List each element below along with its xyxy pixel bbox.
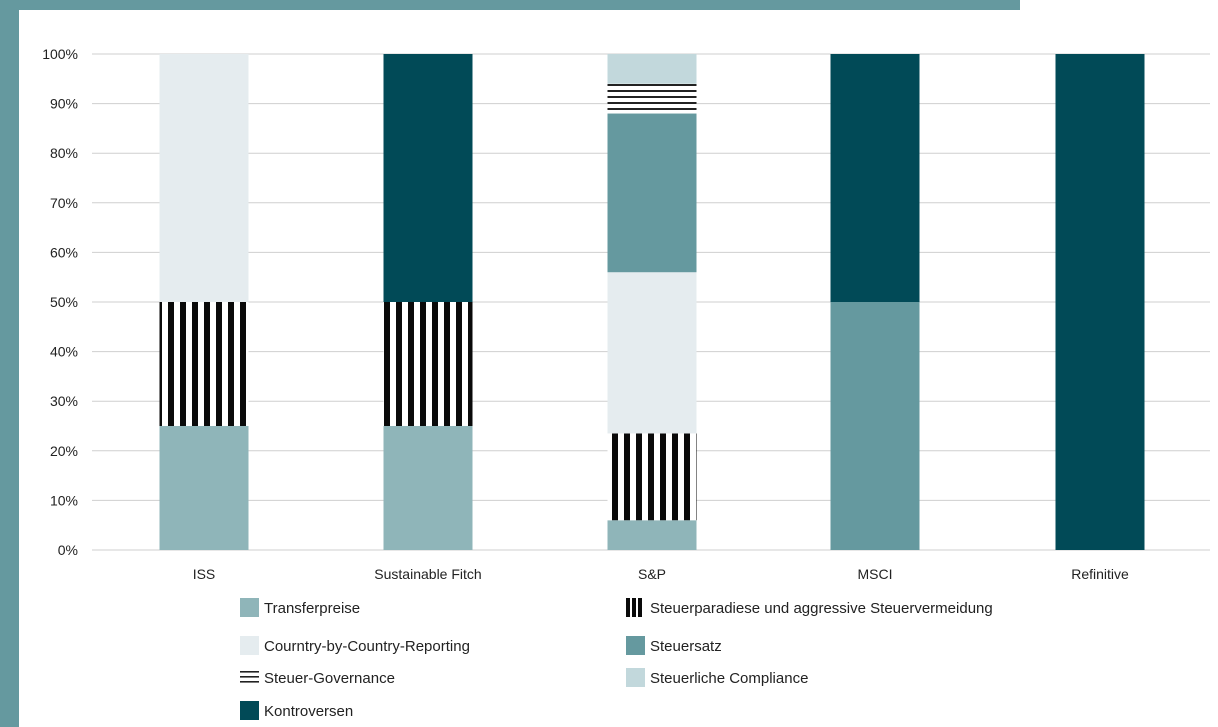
legend-swatch-cbcr: [240, 636, 259, 655]
y-tick-label: 40%: [50, 344, 78, 360]
bar-segment-steuerparadiese: [383, 302, 473, 426]
x-category-label: ISS: [193, 566, 216, 582]
bar-segment-steuerparadiese: [159, 302, 249, 426]
y-tick-label: 70%: [50, 195, 78, 211]
y-tick-label: 30%: [50, 393, 78, 409]
y-tick-label: 80%: [50, 145, 78, 161]
bar-segment-kontroversen: [383, 54, 473, 302]
x-category-label: S&P: [638, 566, 666, 582]
legend-swatch-steuersatz: [626, 636, 645, 655]
frame-top-band: [0, 0, 1020, 10]
legend-label: Steuerliche Compliance: [650, 670, 808, 687]
bar-segment-transfer: [383, 426, 473, 550]
bar-segment-transfer: [159, 426, 249, 550]
bar-segment-governance: [607, 83, 697, 114]
bar-segment-cbcr: [607, 272, 697, 434]
bar-segment-steuerparadiese: [607, 433, 697, 521]
legend-swatch-governance: [240, 671, 259, 683]
bar-segment-steuersatz: [830, 302, 920, 550]
x-axis: ISS Sustainable Fitch S&P MSCI Refinitive: [193, 566, 1129, 582]
x-category-label: Sustainable Fitch: [374, 566, 481, 582]
legend-label: Courntry-by-Country-Reporting: [264, 638, 470, 655]
x-category-label: Refinitive: [1071, 566, 1129, 582]
y-tick-label: 100%: [42, 46, 78, 62]
bar-segment-transfer: [607, 520, 697, 550]
y-tick-label: 60%: [50, 244, 78, 260]
y-axis: 0% 10% 20% 30% 40% 50% 60% 70% 80% 90% 100%: [42, 46, 78, 558]
legend-swatch-kontroversen: [240, 701, 259, 720]
y-tick-label: 10%: [50, 492, 78, 508]
legend-label: Steuerparadiese und aggressive Steuerver…: [650, 600, 993, 617]
legend: Transferpreise Steuerparadiese und aggres…: [240, 598, 993, 720]
legend-label: Transferpreise: [264, 600, 360, 617]
legend-swatch-compliance: [626, 668, 645, 687]
bars: [159, 54, 1145, 550]
y-tick-label: 20%: [50, 443, 78, 459]
legend-swatch-transfer: [240, 598, 259, 617]
bar-segment-kontroversen: [1055, 54, 1145, 550]
y-tick-label: 50%: [50, 294, 78, 310]
legend-swatch-steuerparadiese: [626, 598, 642, 617]
y-tick-label: 90%: [50, 96, 78, 112]
bar-segment-kontroversen: [830, 54, 920, 302]
frame-left-band: [0, 0, 19, 727]
y-tick-label: 0%: [58, 542, 78, 558]
bar-segment-cbcr: [159, 54, 249, 302]
x-category-label: MSCI: [858, 566, 893, 582]
legend-label: Steuersatz: [650, 638, 722, 655]
bar-segment-compliance: [607, 54, 697, 84]
legend-label: Steuer-Governance: [264, 670, 395, 687]
bar-segment-steuersatz: [607, 113, 697, 273]
legend-label: Kontroversen: [264, 703, 353, 720]
